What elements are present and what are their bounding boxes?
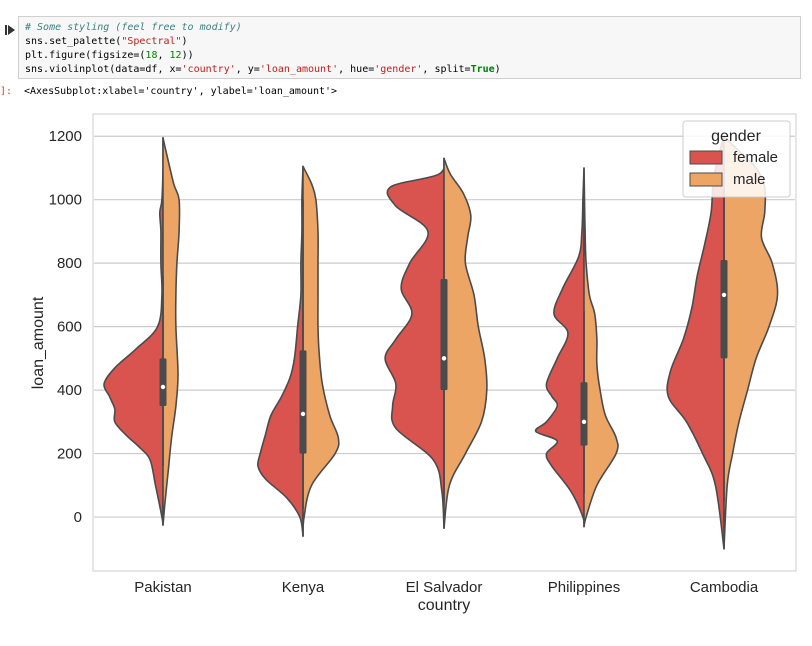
code-token: , hue= [338,64,375,75]
box-iqr [440,279,448,391]
code-line: plt.figure(figsize=(18, 12)) [25,49,794,63]
y-tick-label: 200 [57,446,82,463]
output-prompt: ]: [0,86,13,97]
box-iqr [720,259,728,359]
code-token: "Spectral" [121,36,182,47]
box-median-dot [581,419,587,425]
box-median-dot [300,411,306,417]
code-token: , [157,50,170,61]
code-token: 18 [145,50,158,61]
box-median-dot [160,384,166,390]
y-tick-label: 1200 [49,128,82,145]
code-line: sns.set_palette("Spectral") [25,35,794,49]
violin-half-female-philippines [534,167,585,528]
x-axis-title: country [418,597,470,614]
violin-half-male-philippines [583,167,619,528]
code-token: ) [181,36,188,47]
code-token: 'gender' [374,64,423,75]
code-token: 12 [169,50,182,61]
violin-half-female-el-salvador [384,157,446,529]
y-tick-label: 400 [57,382,82,399]
legend-title: gender [711,128,761,145]
code-token: 'loan_amount' [259,64,339,75]
legend-swatch-male [689,172,723,187]
code-token: , y= [235,64,260,75]
x-tick-label: Philippines [548,579,621,596]
x-tick-label: Kenya [282,579,325,596]
legend-label-male: male [733,171,766,188]
x-tick-label: Pakistan [134,579,192,596]
violin-half-male-kenya [302,165,340,537]
y-tick-label: 800 [57,255,82,272]
violin-half-female-kenya [256,165,304,537]
code-line: sns.violinplot(data=df, x='country', y='… [25,63,794,77]
y-tick-label: 0 [74,509,82,526]
box-iqr [580,382,588,446]
y-axis-title: loan_amount [30,296,47,389]
x-tick-label: Cambodia [690,579,759,596]
code-token: )) [181,50,194,61]
box-median-dot [441,356,447,361]
legend: gender female male [682,120,791,198]
box-iqr [159,358,167,406]
code-token: sns.violinplot(data=df, x= [25,64,182,75]
violin-half-female-pakistan [103,137,164,526]
code-token: True [470,64,495,75]
code-token: plt.figure(figsize=( [25,50,146,61]
x-tick-label: El Salvador [406,579,483,596]
inner-boxes [159,167,728,510]
violin-chart: 0 200 400 600 800 1000 1200 Pakistan Kenya El Sa… [30,113,797,614]
code-token: ) [494,64,501,75]
violin-half-male-pakistan [162,137,181,526]
box-iqr [299,350,307,454]
code-line: # Some styling (feel free to modify) [25,21,794,35]
code-token: sns.set_palette( [25,36,122,47]
code-token: 'country' [181,64,236,75]
violin-half-male-el-salvador [443,157,488,529]
y-tick-labels: 0 200 400 600 800 1000 1200 [49,128,82,526]
x-tick-labels: Pakistan Kenya El Salvador Philippines Cambo… [134,579,759,596]
y-tick-label: 1000 [49,192,82,209]
legend-label-female: female [733,149,778,166]
run-cell-icon[interactable] [5,21,15,35]
box-median-dot [721,292,727,298]
output-text: <AxesSubplot:xlabel='country', ylabel='l… [24,86,338,97]
y-tick-label: 600 [57,319,82,336]
code-token: # Some styling (feel free to modify) [25,22,242,33]
code-cell[interactable]: # Some styling (feel free to modify) sns.… [18,16,801,79]
violins [103,135,779,550]
legend-swatch-female [689,150,723,165]
code-token: , split= [422,64,471,75]
